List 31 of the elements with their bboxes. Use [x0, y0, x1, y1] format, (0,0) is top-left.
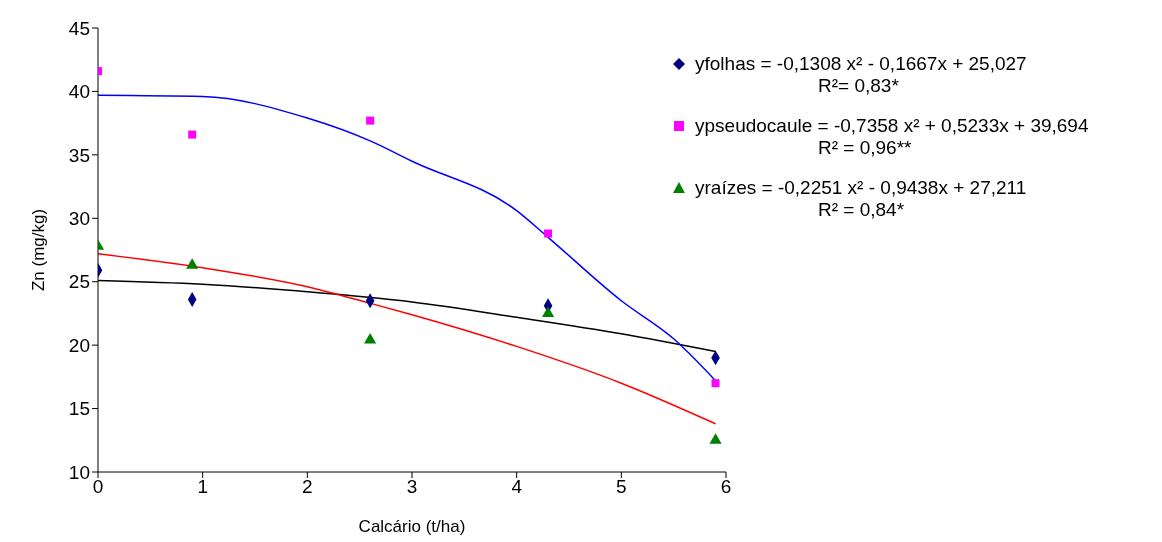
- x-tick-label: 3: [406, 476, 418, 498]
- x-tick-label: 0: [92, 476, 104, 498]
- y-tick-label: 45: [68, 17, 90, 39]
- y-tick-label: 30: [68, 208, 90, 230]
- legend-label: yraízes = -0,2251 x² - 0,9438x + 27,211: [695, 177, 1027, 199]
- point: [364, 333, 377, 344]
- text: R² = 0,96**: [817, 137, 913, 159]
- legend-label: yfolhas = -0,1308 x² - 0,1667x + 25,027: [695, 53, 1027, 75]
- x-tick-label: 2: [302, 476, 313, 498]
- y-tick-label: 40: [68, 81, 90, 103]
- point: [544, 229, 553, 238]
- point: [541, 306, 555, 317]
- point: [186, 258, 199, 269]
- point: [366, 116, 375, 125]
- point: [711, 379, 720, 388]
- y-tick-label: 35: [68, 144, 90, 166]
- x-tick-label: 4: [511, 476, 523, 498]
- y-tick-label: 25: [68, 271, 90, 293]
- y-tick-label: 15: [68, 398, 90, 420]
- text: R²= 0,83*: [817, 75, 900, 97]
- point: [188, 130, 197, 139]
- x-axis-title: Calcário (t/ha): [358, 517, 466, 536]
- x-tick-label: 1: [197, 476, 208, 498]
- y-axis-title: Zn (mg/kg): [29, 208, 49, 292]
- y-tick-label: 20: [68, 334, 90, 356]
- x-tick-label: 6: [720, 476, 732, 498]
- y-tick-label: 10: [68, 461, 90, 483]
- text: R² = 0,84*: [817, 199, 906, 221]
- point: [709, 433, 722, 444]
- legend-label: ypseudocaule = -0,7358 x² + 0,5233x + 39,694: [695, 115, 1089, 137]
- x-tick-label: 5: [616, 476, 627, 498]
